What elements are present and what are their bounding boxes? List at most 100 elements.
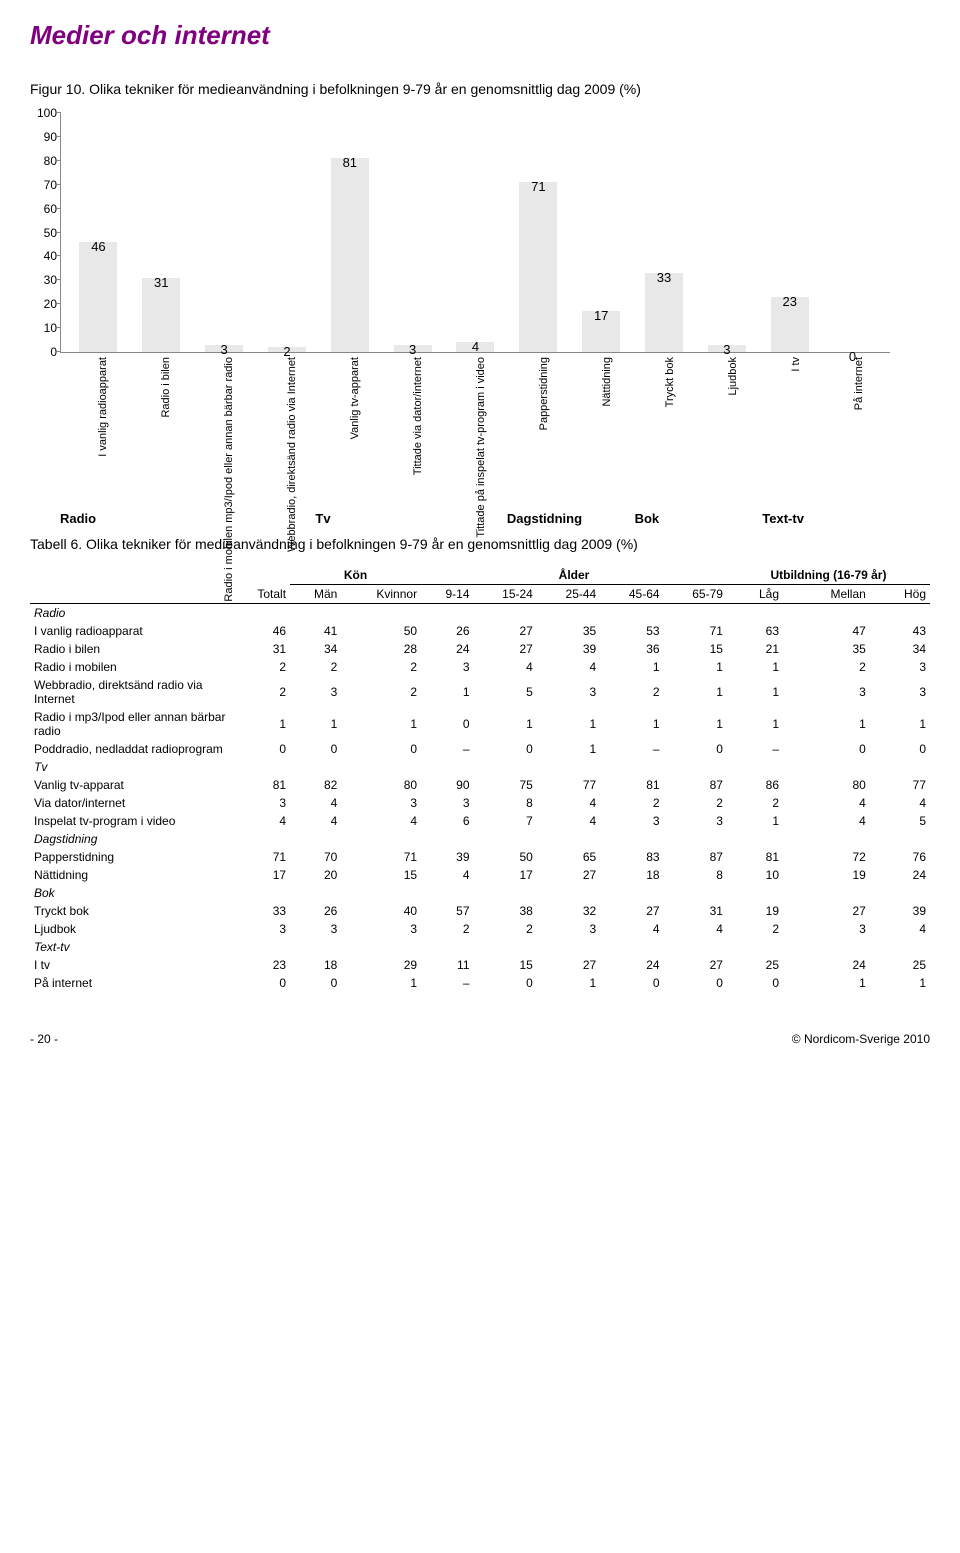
table-cell: 87 (664, 776, 727, 794)
table-cell: 5 (474, 676, 537, 708)
page-title: Medier och internet (30, 20, 930, 51)
bar-value-label: 0 (849, 349, 856, 352)
table-cell: 17 (474, 866, 537, 884)
table-cell: 1 (870, 974, 930, 992)
table-superheader (30, 566, 230, 585)
table-cell: 3 (664, 812, 727, 830)
table-cell: 27 (783, 902, 870, 920)
table-cell: 3 (537, 920, 600, 938)
table-row-label: Inspelat tv-program i video (30, 812, 230, 830)
table-cell: 4 (290, 794, 341, 812)
table-cell: 71 (230, 848, 290, 866)
table-row: Inspelat tv-program i video44467433145 (30, 812, 930, 830)
table-cell: 87 (664, 848, 727, 866)
table-cell: 34 (290, 640, 341, 658)
bar-value-label: 3 (723, 342, 730, 345)
table-cell: 43 (870, 622, 930, 640)
table-cell: 77 (537, 776, 600, 794)
table-cell: 1 (230, 708, 290, 740)
table-cell: 2 (474, 920, 537, 938)
table-cell: 81 (727, 848, 783, 866)
table-row-label: Via dator/internet (30, 794, 230, 812)
category-label: Bok (635, 511, 763, 526)
table-cell: 35 (783, 640, 870, 658)
table-cell: 3 (290, 676, 341, 708)
table-cell: 2 (727, 920, 783, 938)
table-cell: 4 (341, 812, 421, 830)
table-cell: 86 (727, 776, 783, 794)
bar (519, 182, 557, 352)
table-cell: 83 (600, 848, 663, 866)
y-tick-label: 20 (31, 297, 57, 311)
bar-value-label: 4 (472, 339, 479, 342)
bar-value-label: 71 (531, 179, 545, 182)
x-tick-label: Radio i mobilen mp3/Ipod eller annan bär… (223, 357, 235, 602)
x-tick-label: Tryckt bok (664, 357, 676, 407)
table-cell: 1 (537, 708, 600, 740)
table-cell: 11 (421, 956, 473, 974)
table-row-label: Radio i mp3/Ipod eller annan bärbar radi… (30, 708, 230, 740)
table-cell: 63 (727, 622, 783, 640)
y-tick-label: 50 (31, 226, 57, 240)
bar-value-label: 46 (91, 239, 105, 242)
table-cell: 2 (230, 676, 290, 708)
table-cell: 35 (537, 622, 600, 640)
table-cell: 25 (727, 956, 783, 974)
x-tick-label: Papperstidning (538, 357, 550, 430)
table-header: Låg (727, 585, 783, 604)
table-cell: 4 (290, 812, 341, 830)
table-cell: 80 (341, 776, 421, 794)
bar (331, 158, 369, 352)
table-cell: 19 (727, 902, 783, 920)
table-row-label: Webbradio, direktsänd radio via Internet (30, 676, 230, 708)
table-cell: 1 (870, 708, 930, 740)
table-cell: 3 (870, 676, 930, 708)
table-cell: 0 (230, 974, 290, 992)
table-cell: – (421, 974, 473, 992)
table-row: Poddradio, nedladdat radioprogram000–01–… (30, 740, 930, 758)
footer: - 20 - © Nordicom-Sverige 2010 (30, 1032, 930, 1046)
table-cell: 1 (600, 708, 663, 740)
table-cell: 3 (537, 676, 600, 708)
table-cell: 19 (783, 866, 870, 884)
table-header: 15-24 (474, 585, 537, 604)
table-cell: 4 (783, 794, 870, 812)
table-cell: 27 (474, 622, 537, 640)
table-superheader: Kön (290, 566, 421, 585)
table-cell: 18 (290, 956, 341, 974)
y-tick-label: 80 (31, 154, 57, 168)
category-label: Text-tv (762, 511, 890, 526)
bar (79, 242, 117, 352)
table-cell: 1 (783, 708, 870, 740)
table-cell: 3 (600, 812, 663, 830)
category-label: Radio (60, 511, 315, 526)
y-tick-label: 90 (31, 130, 57, 144)
table-row: Radio i bilen3134282427393615213534 (30, 640, 930, 658)
table-header: 25-44 (537, 585, 600, 604)
table-cell: 65 (537, 848, 600, 866)
table-cell: 3 (870, 658, 930, 676)
table-section-label: Bok (30, 884, 930, 902)
table-row-label: I tv (30, 956, 230, 974)
table-cell: 33 (230, 902, 290, 920)
table-cell: 32 (537, 902, 600, 920)
table-row: På internet001–0100011 (30, 974, 930, 992)
table-cell: 4 (870, 794, 930, 812)
table-row: Radio i mobilen22234411123 (30, 658, 930, 676)
table-cell: 29 (341, 956, 421, 974)
table-cell: 3 (341, 920, 421, 938)
table-cell: 25 (870, 956, 930, 974)
table-row: Papperstidning7170713950658387817276 (30, 848, 930, 866)
table-cell: 46 (230, 622, 290, 640)
table-cell: 1 (474, 708, 537, 740)
table-cell: 24 (870, 866, 930, 884)
table-cell: 1 (341, 708, 421, 740)
bar-value-label: 3 (409, 342, 416, 345)
table-row-label: Nättidning (30, 866, 230, 884)
table-cell: 1 (664, 676, 727, 708)
table-cell: 4 (664, 920, 727, 938)
table-cell: 1 (537, 974, 600, 992)
table-cell: 1 (783, 974, 870, 992)
table-cell: 3 (421, 658, 473, 676)
table-cell: 81 (230, 776, 290, 794)
